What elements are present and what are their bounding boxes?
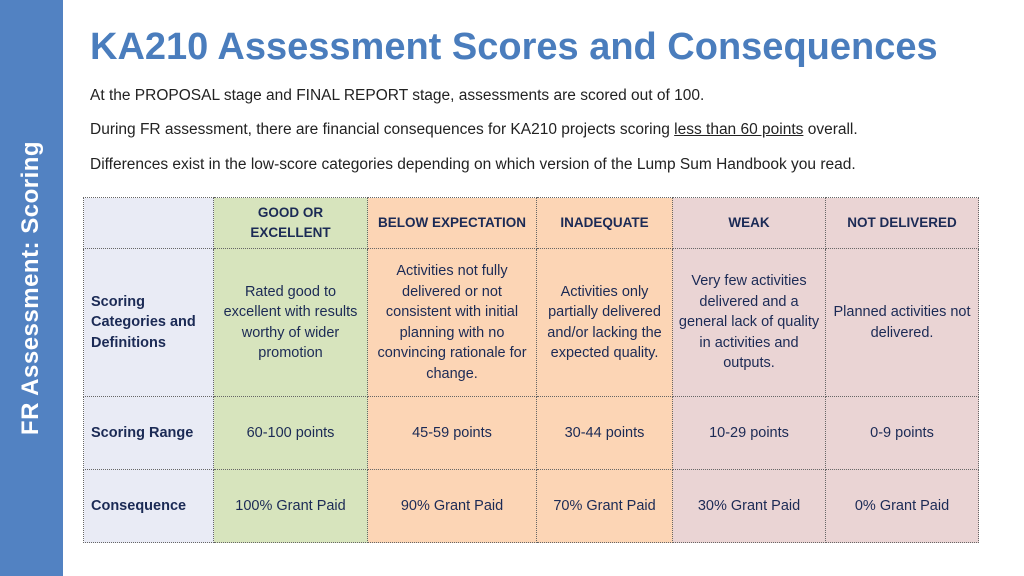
header-row: GOOD OR EXCELLENT BELOW EXPECTATION INAD… (83, 197, 979, 249)
header-weak: WEAK (672, 197, 826, 249)
p2-underlined: less than 60 points (674, 121, 804, 138)
table-cell: 0% Grant Paid (825, 469, 979, 543)
page-title: KA210 Assessment Scores and Consequences (90, 26, 938, 68)
sidebar: FR Assessment: Scoring (0, 0, 63, 576)
header-good: GOOD OR EXCELLENT (213, 197, 368, 249)
table-cell: 60-100 points (213, 396, 368, 470)
table-cell: Very few activities delivered and a gene… (672, 248, 826, 397)
table-cell: Activities only partially delivered and/… (536, 248, 673, 397)
table-cell: Activities not fully delivered or not co… (367, 248, 537, 397)
table-row: Scoring Categories and Definitions Rated… (83, 248, 979, 397)
header-below: BELOW EXPECTATION (367, 197, 537, 249)
row-label: Consequence (83, 469, 214, 543)
row-label: Scoring Range (83, 396, 214, 470)
table-cell: 30% Grant Paid (672, 469, 826, 543)
table-cell: 30-44 points (536, 396, 673, 470)
scores-table: GOOD OR EXCELLENT BELOW EXPECTATION INAD… (83, 197, 979, 543)
p2-end: overall. (803, 121, 858, 138)
table-row: Scoring Range 60-100 points 45-59 points… (83, 396, 979, 470)
sidebar-label: FR Assessment: Scoring (17, 140, 44, 436)
table-cell: 45-59 points (367, 396, 537, 470)
table-cell: Rated good to excellent with results wor… (213, 248, 368, 397)
p2-text: During FR assessment, there are financia… (90, 121, 675, 138)
intro-paragraph-1: At the PROPOSAL stage and FINAL REPORT s… (90, 87, 705, 104)
table-cell: 70% Grant Paid (536, 469, 673, 543)
header-inadequate: INADEQUATE (536, 197, 673, 249)
table-cell: 90% Grant Paid (367, 469, 537, 543)
table-cell: Planned activities not delivered. (825, 248, 979, 397)
table-cell: 100% Grant Paid (213, 469, 368, 543)
header-not-delivered: NOT DELIVERED (825, 197, 979, 249)
row-label: Scoring Categories and Definitions (83, 248, 214, 397)
table-cell: 0-9 points (825, 396, 979, 470)
intro-paragraph-2: During FR assessment, there are financia… (90, 121, 990, 139)
intro-paragraph-3: Differences exist in the low-score categ… (90, 156, 856, 173)
table-row: Consequence 100% Grant Paid 90% Grant Pa… (83, 469, 979, 543)
corner-cell (83, 197, 214, 249)
table-cell: 10-29 points (672, 396, 826, 470)
